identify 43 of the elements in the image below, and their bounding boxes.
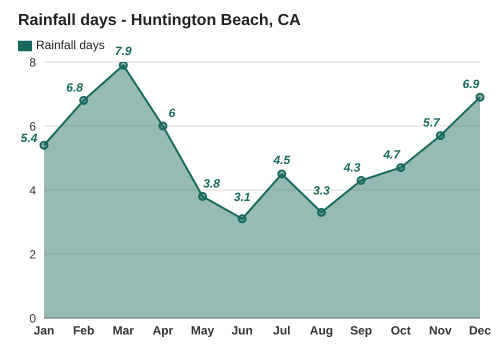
x-tick-label: Oct	[390, 324, 411, 338]
data-label: 5.4	[20, 131, 38, 146]
point	[436, 131, 445, 140]
x-tick-label: Mar	[112, 324, 134, 338]
x-tick-label: Feb	[72, 324, 94, 338]
point	[476, 92, 484, 102]
x-tick-label: Jun	[232, 324, 253, 338]
x-tick-label: Nov	[429, 324, 452, 338]
y-tick-label: 6	[29, 119, 36, 134]
y-tick-label: 0	[29, 311, 36, 326]
point	[40, 140, 48, 150]
x-tick-label: Apr	[152, 324, 174, 338]
data-label: 4.5	[272, 153, 290, 167]
point	[277, 170, 286, 178]
legend-label: Rainfall days	[36, 38, 105, 52]
data-label: 5.7	[423, 116, 442, 130]
x-tick-label: Sep	[350, 324, 372, 338]
point	[198, 192, 208, 201]
data-label: 3.8	[203, 176, 220, 190]
data-label: 3.3	[313, 183, 330, 198]
data-label: 6	[168, 106, 176, 120]
point	[316, 208, 326, 217]
point	[396, 163, 406, 172]
data-label: 6.8	[66, 80, 84, 94]
x-tick-label: Jul	[273, 324, 290, 338]
point	[238, 214, 247, 224]
data-label: 3.1	[234, 190, 251, 204]
x-tick-label: Aug	[310, 324, 334, 338]
x-tick-label: Dec	[468, 324, 492, 338]
data-label: 6.9	[462, 77, 480, 92]
y-tick-label: 4	[29, 183, 36, 198]
data-label: 7.9	[114, 44, 132, 58]
point	[356, 176, 366, 185]
data-label: 4.3	[342, 160, 361, 174]
x-tick-label: May	[190, 324, 215, 338]
data-label: 4.7	[382, 148, 402, 162]
y-tick-label: 8	[29, 55, 36, 70]
y-tick-label: 2	[29, 247, 36, 262]
point	[79, 96, 88, 105]
chart-title: Rainfall days - Huntington Beach, CA	[17, 11, 302, 31]
point	[118, 62, 128, 70]
x-tick-label: Jan	[34, 324, 54, 338]
point	[158, 122, 168, 130]
